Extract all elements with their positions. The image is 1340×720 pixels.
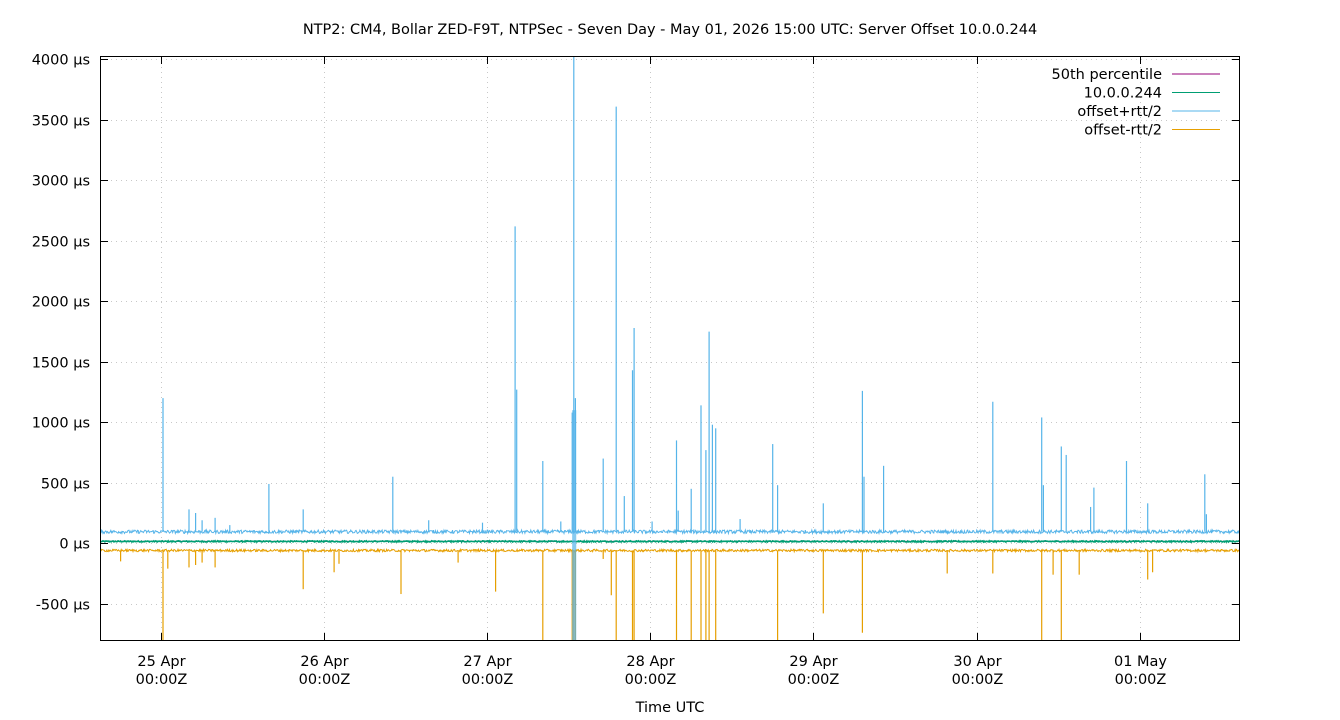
y-tick-label: 500 µs bbox=[41, 477, 90, 493]
x-axis-label: Time UTC bbox=[635, 700, 705, 716]
y-tick-label: 1000 µs bbox=[32, 416, 90, 432]
y-tick-label: 0 µs bbox=[59, 537, 90, 553]
legend-label: offset-rtt/2 bbox=[1084, 123, 1162, 139]
x-tick-label-time: 00:00Z bbox=[952, 672, 1004, 688]
legend-label: offset+rtt/2 bbox=[1077, 104, 1162, 120]
series-line bbox=[100, 547, 1240, 554]
grid-lines bbox=[101, 57, 1239, 640]
y-axis: 4000 µs 3500 µs 3000 µs 2500 µs 2000 µs 1500 … bbox=[32, 53, 1239, 614]
series-offset-rtt-2 bbox=[100, 57, 1240, 536]
y-tick-label: 2500 µs bbox=[32, 235, 90, 251]
series-line bbox=[100, 528, 1240, 536]
x-tick-label-date: 30 Apr bbox=[953, 654, 1001, 670]
x-tick-label-time: 00:00Z bbox=[788, 672, 840, 688]
legend: 50th percentile 10.0.0.244 offset+rtt/2 off… bbox=[1052, 67, 1220, 139]
x-tick-label-date: 29 Apr bbox=[789, 654, 837, 670]
series-layer bbox=[100, 57, 1240, 640]
y-tick-label: 3000 µs bbox=[32, 174, 90, 190]
chart-title: NTP2: CM4, Bollar ZED-F9T, NTPSec - Seve… bbox=[303, 22, 1037, 38]
x-axis: 25 Apr 00:00Z 26 Apr 00:00Z 27 Apr 00:00Z 28 A… bbox=[136, 57, 1167, 688]
burst-band bbox=[572, 410, 577, 640]
x-tick-label-time: 00:00Z bbox=[625, 672, 677, 688]
series-offset-rtt-2 bbox=[100, 547, 1240, 640]
plot-frame bbox=[100, 56, 1240, 641]
legend-label: 50th percentile bbox=[1052, 67, 1163, 83]
x-tick-label-time: 00:00Z bbox=[1115, 672, 1167, 688]
y-tick-label: -500 µs bbox=[36, 598, 90, 614]
y-tick-label: 3500 µs bbox=[32, 114, 90, 130]
x-tick-label-date: 27 Apr bbox=[463, 654, 511, 670]
x-tick-label-time: 00:00Z bbox=[462, 672, 514, 688]
y-tick-label: 2000 µs bbox=[32, 295, 90, 311]
x-tick-label-date: 25 Apr bbox=[137, 654, 185, 670]
y-tick-label: 1500 µs bbox=[32, 356, 90, 372]
legend-label: 10.0.0.244 bbox=[1084, 86, 1162, 102]
series-line bbox=[100, 539, 1239, 544]
x-tick-label-date: 01 May bbox=[1114, 654, 1167, 670]
y-tick-label: 4000 µs bbox=[32, 53, 90, 69]
x-tick-label-date: 28 Apr bbox=[626, 654, 674, 670]
x-tick-label-time: 00:00Z bbox=[136, 672, 188, 688]
series-10-0-0-244 bbox=[100, 539, 1239, 544]
x-tick-label-time: 00:00Z bbox=[299, 672, 351, 688]
x-tick-label-date: 26 Apr bbox=[300, 654, 348, 670]
